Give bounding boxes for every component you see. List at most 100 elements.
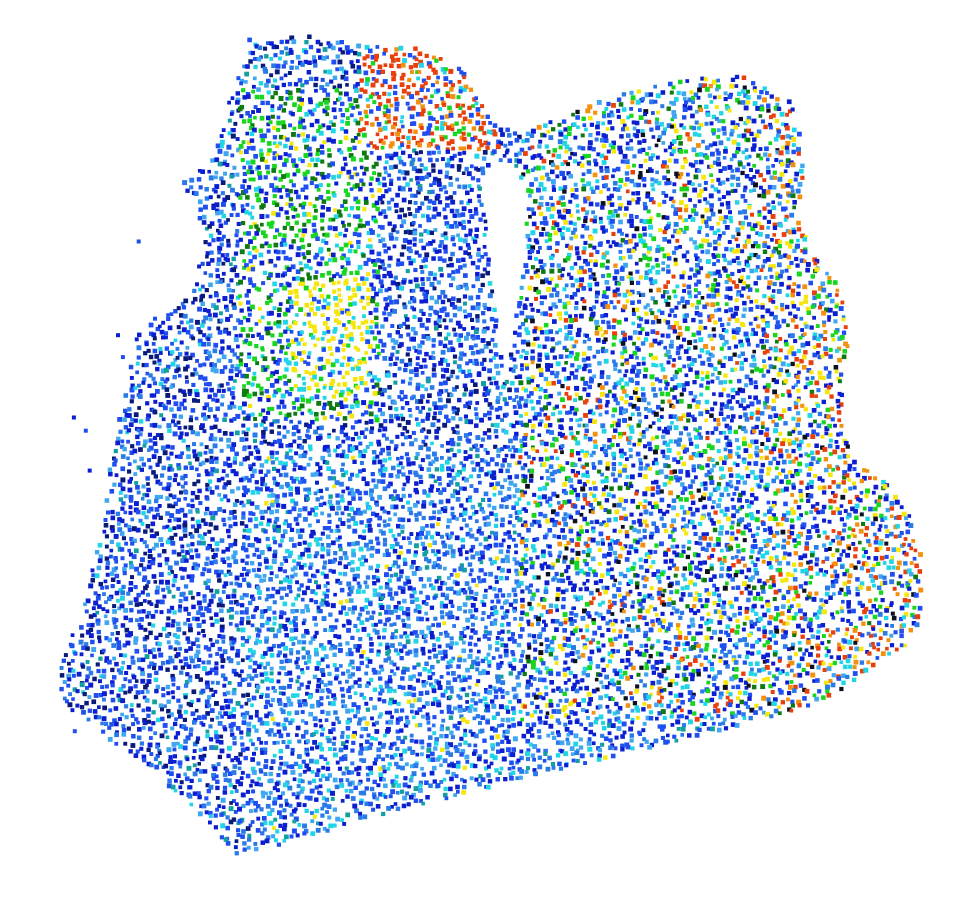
cloud-point	[712, 392, 716, 396]
cloud-point	[321, 283, 326, 288]
cloud-point	[415, 70, 419, 74]
cloud-point	[459, 351, 464, 357]
cloud-point	[538, 367, 544, 373]
cloud-point	[695, 400, 701, 405]
cloud-point	[467, 405, 471, 410]
cloud-point	[650, 320, 656, 325]
cloud-point	[246, 427, 251, 432]
cloud-point	[313, 63, 318, 68]
cloud-point	[303, 59, 308, 65]
cloud-point	[711, 354, 715, 358]
cloud-point	[472, 361, 477, 366]
cloud-point	[574, 339, 579, 344]
cloud-point	[229, 294, 234, 299]
cloud-point	[354, 420, 359, 424]
cloud-point	[364, 44, 370, 50]
cloud-point	[394, 47, 399, 52]
cloud-point	[466, 132, 471, 137]
cloud-point	[301, 376, 306, 381]
cloud-point	[477, 147, 481, 152]
cloud-point	[242, 384, 246, 388]
cloud-point	[717, 307, 722, 312]
cloud-point	[419, 286, 425, 292]
cloud-point	[592, 374, 597, 379]
cloud-point	[596, 337, 601, 343]
cloud-point	[672, 395, 677, 400]
cloud-point	[485, 114, 490, 119]
cloud-point	[775, 339, 779, 344]
cloud-point	[710, 379, 715, 384]
cloud-point	[540, 132, 545, 138]
cloud-point	[628, 238, 633, 244]
cloud-point	[228, 359, 233, 363]
cloud-point	[492, 343, 498, 348]
cloud-point	[724, 329, 729, 334]
cloud-point	[645, 263, 650, 268]
cloud-point	[413, 129, 418, 134]
cloud-point	[207, 394, 212, 399]
cloud-point	[575, 418, 579, 423]
cloud-point	[786, 372, 791, 377]
cloud-point	[397, 294, 402, 299]
cloud-point	[350, 425, 356, 430]
cloud-point	[365, 295, 371, 301]
cloud-point	[254, 44, 259, 49]
cloud-point	[312, 328, 318, 334]
cloud-point	[375, 91, 380, 96]
cloud-point	[417, 184, 423, 189]
cloud-point	[526, 243, 532, 249]
cloud-point	[272, 163, 277, 169]
cloud-point	[357, 419, 362, 424]
cloud-point	[272, 200, 277, 205]
cloud-point	[450, 127, 455, 132]
cloud-point	[278, 332, 284, 338]
cloud-point	[530, 145, 535, 150]
cloud-point	[483, 306, 488, 310]
cloud-point	[803, 235, 808, 239]
cloud-point	[735, 176, 740, 181]
cloud-point	[476, 252, 481, 257]
cloud-point	[636, 129, 641, 134]
cloud-point	[161, 368, 166, 374]
cloud-point	[772, 281, 777, 287]
cloud-point	[544, 239, 549, 243]
cloud-point	[776, 262, 782, 268]
cloud-point	[437, 249, 442, 254]
cloud-point	[574, 368, 579, 373]
cloud-point	[776, 106, 782, 111]
cloud-point	[229, 314, 233, 318]
cloud-point	[197, 199, 203, 205]
cloud-point	[622, 292, 628, 298]
cloud-point	[663, 318, 667, 323]
cloud-point	[326, 294, 331, 299]
cloud-point	[741, 426, 747, 431]
cloud-point	[142, 377, 147, 382]
cloud-point	[389, 156, 394, 161]
cloud-point	[790, 292, 795, 298]
cloud-point	[515, 420, 520, 425]
cloud-point	[681, 253, 687, 259]
cloud-point	[278, 56, 282, 61]
cloud-point	[682, 364, 687, 369]
cloud-point	[224, 304, 229, 310]
cloud-point	[756, 407, 760, 412]
cloud-point	[269, 57, 274, 61]
cloud-point	[339, 362, 345, 367]
cloud-point	[563, 376, 569, 382]
cloud-point	[728, 295, 733, 301]
cloud-point	[668, 414, 674, 419]
cloud-point	[573, 374, 578, 380]
cloud-point	[610, 224, 615, 229]
cloud-point	[717, 197, 722, 202]
cloud-point	[644, 119, 649, 124]
cloud-point	[753, 395, 758, 401]
cloud-point	[349, 404, 355, 410]
cloud-point	[239, 362, 244, 367]
cloud-point	[625, 189, 630, 194]
cloud-point	[463, 414, 468, 419]
cloud-point	[827, 280, 832, 285]
cloud-point	[709, 121, 714, 126]
cloud-point	[246, 160, 251, 165]
